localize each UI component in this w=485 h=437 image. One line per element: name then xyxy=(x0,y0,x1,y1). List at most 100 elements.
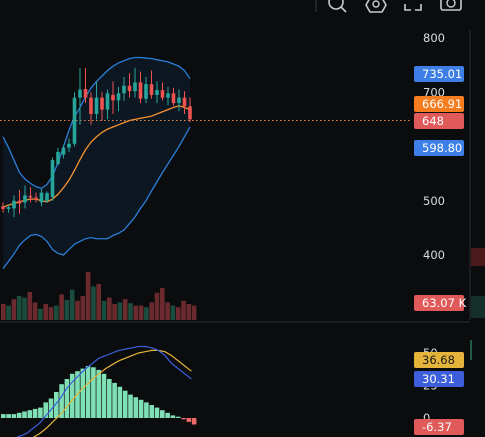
oscillator-histogram-bar xyxy=(170,415,176,418)
volume-bar xyxy=(133,305,139,320)
candle[interactable] xyxy=(56,147,60,166)
candle[interactable] xyxy=(78,67,82,125)
volume-bar xyxy=(27,292,33,320)
candle[interactable] xyxy=(182,91,187,114)
oscillator-histogram-bar xyxy=(22,411,27,418)
volume-bar xyxy=(32,302,38,320)
candle-body xyxy=(166,93,170,98)
candle[interactable] xyxy=(155,81,159,104)
volume-bar xyxy=(122,299,128,320)
candle[interactable] xyxy=(12,195,16,218)
candle[interactable] xyxy=(67,138,71,152)
candle[interactable] xyxy=(138,71,143,104)
candle[interactable] xyxy=(45,191,49,203)
volume-bar xyxy=(11,299,17,320)
oscillator-histogram-bar xyxy=(112,382,117,418)
oscillator-histogram-bar xyxy=(175,416,181,418)
candle[interactable] xyxy=(94,81,99,120)
candle[interactable] xyxy=(188,97,192,123)
volume-bar xyxy=(175,307,181,320)
oscillator-fast-line xyxy=(16,345,192,437)
candle[interactable] xyxy=(127,73,132,98)
volume-bar xyxy=(170,305,176,320)
candle[interactable] xyxy=(28,187,33,203)
candle[interactable] xyxy=(133,67,137,98)
volume-bar xyxy=(181,300,186,320)
oscillator-histogram-bar xyxy=(1,414,6,418)
candle[interactable] xyxy=(122,77,126,101)
search-icon[interactable] xyxy=(328,0,347,13)
candle-body xyxy=(171,93,176,104)
oscillator-histogram-bar xyxy=(149,405,154,418)
volume-bar xyxy=(64,300,70,320)
candle[interactable] xyxy=(149,70,154,99)
volume-bar xyxy=(107,297,112,320)
candle[interactable] xyxy=(61,144,66,159)
volume-bar xyxy=(144,307,149,320)
volume-bar xyxy=(186,304,192,320)
candle-body xyxy=(78,89,82,98)
bollinger-band-fill xyxy=(3,57,190,269)
edge-green-marker xyxy=(471,296,485,318)
oscillator-histogram-bar xyxy=(85,366,91,418)
candle[interactable] xyxy=(116,86,121,112)
oscillator-histogram-bar xyxy=(160,410,165,418)
candle-body xyxy=(133,82,137,92)
candle[interactable] xyxy=(23,185,27,209)
candle[interactable] xyxy=(171,87,176,106)
oscillator-histogram-bar xyxy=(122,390,128,418)
candle-body xyxy=(188,106,192,120)
candle-body xyxy=(160,90,165,98)
price-tag-label: 666.91 xyxy=(422,97,462,111)
oscillator-tag-bg xyxy=(414,419,464,435)
candle[interactable] xyxy=(105,89,110,120)
price-axis-tick: 700 xyxy=(423,85,445,99)
oscillator-histogram-bar xyxy=(101,373,107,418)
oscillator-histogram-bar xyxy=(59,384,64,418)
candle[interactable] xyxy=(144,77,148,104)
volume-bar xyxy=(1,304,6,320)
candle[interactable] xyxy=(17,189,22,214)
candle-body xyxy=(149,84,154,95)
fullscreen-icon[interactable] xyxy=(404,4,422,11)
volume-bar xyxy=(80,296,86,320)
candle[interactable] xyxy=(6,205,11,213)
candle[interactable] xyxy=(83,67,88,104)
candle-body xyxy=(28,195,33,198)
volume-bar xyxy=(75,300,80,320)
price-tag: 735.01 xyxy=(414,66,464,82)
oscillator-tag-bg xyxy=(414,371,464,387)
camera-icon[interactable] xyxy=(440,0,462,11)
oscillator-histogram-bar xyxy=(181,418,186,420)
candle[interactable] xyxy=(166,86,170,106)
oscillator-histogram-bar xyxy=(186,418,192,422)
oscillator-histogram-bar xyxy=(6,414,11,418)
candle-body xyxy=(6,207,11,209)
candle[interactable] xyxy=(39,188,44,207)
candle[interactable] xyxy=(89,92,93,125)
oscillator-panel xyxy=(1,345,197,437)
candle[interactable] xyxy=(111,81,115,114)
candle[interactable] xyxy=(50,157,55,201)
candle-body xyxy=(72,97,77,144)
candle[interactable] xyxy=(100,92,104,121)
volume-bar xyxy=(128,303,133,320)
candle[interactable] xyxy=(160,82,165,101)
volume-bar xyxy=(38,308,43,320)
oscillator-histogram-bar xyxy=(69,373,75,418)
volume-tag-bg xyxy=(414,295,464,311)
settings-icon[interactable] xyxy=(365,0,387,13)
oscillator-tag: 36.68 xyxy=(414,352,464,368)
candle[interactable] xyxy=(72,92,77,147)
oscillator-histogram-bar xyxy=(43,402,48,418)
candle-body xyxy=(23,195,27,203)
volume-bar xyxy=(160,288,165,320)
candle[interactable] xyxy=(177,89,181,112)
oscillator-histogram-bar xyxy=(96,369,101,418)
candle[interactable] xyxy=(1,202,5,213)
oscillator-histogram-bar xyxy=(154,407,160,418)
candle-body xyxy=(138,82,143,99)
candle[interactable] xyxy=(34,192,38,203)
volume-bar xyxy=(149,302,154,320)
